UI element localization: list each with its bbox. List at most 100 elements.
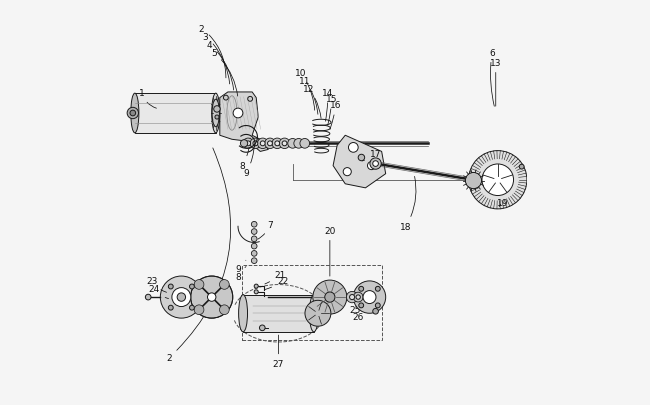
Circle shape	[272, 139, 283, 149]
Circle shape	[376, 287, 380, 292]
Circle shape	[325, 292, 335, 303]
Circle shape	[260, 142, 265, 146]
Circle shape	[246, 142, 250, 146]
Circle shape	[254, 290, 258, 294]
Circle shape	[194, 305, 204, 315]
Circle shape	[194, 280, 204, 290]
Circle shape	[300, 139, 309, 149]
Circle shape	[224, 96, 228, 101]
Circle shape	[252, 229, 257, 235]
Text: 8: 8	[239, 139, 250, 171]
Text: 1: 1	[139, 89, 157, 109]
Circle shape	[220, 305, 229, 315]
Circle shape	[190, 276, 233, 318]
Circle shape	[350, 295, 355, 300]
Circle shape	[233, 109, 243, 119]
Circle shape	[372, 309, 378, 314]
Polygon shape	[220, 93, 268, 152]
Text: 20: 20	[324, 226, 335, 277]
Circle shape	[220, 280, 229, 290]
Circle shape	[161, 276, 202, 318]
Circle shape	[343, 168, 351, 176]
Text: 8: 8	[235, 267, 246, 281]
Circle shape	[240, 141, 248, 147]
Circle shape	[469, 151, 527, 209]
Circle shape	[127, 108, 138, 119]
Ellipse shape	[131, 94, 139, 134]
Text: 18: 18	[400, 177, 416, 231]
Text: 10: 10	[295, 69, 315, 111]
Text: 16: 16	[330, 101, 342, 130]
Circle shape	[346, 292, 358, 303]
Text: 5: 5	[211, 49, 238, 97]
Circle shape	[214, 107, 220, 113]
Circle shape	[376, 303, 380, 308]
Circle shape	[519, 165, 524, 170]
Circle shape	[482, 164, 514, 196]
Text: 9: 9	[235, 261, 246, 274]
Text: 25: 25	[350, 302, 367, 314]
Circle shape	[207, 293, 216, 302]
Circle shape	[348, 143, 358, 153]
Circle shape	[215, 116, 219, 120]
Circle shape	[190, 284, 194, 289]
Circle shape	[465, 173, 482, 189]
Text: 4: 4	[207, 40, 234, 91]
Circle shape	[313, 280, 347, 314]
Circle shape	[280, 139, 290, 149]
Bar	[242, 265, 382, 341]
Circle shape	[250, 139, 261, 149]
Ellipse shape	[212, 94, 220, 134]
Circle shape	[252, 258, 257, 264]
Circle shape	[177, 293, 185, 302]
Text: 22: 22	[265, 277, 288, 290]
Circle shape	[370, 158, 382, 170]
Circle shape	[257, 139, 268, 149]
Circle shape	[354, 281, 385, 313]
Circle shape	[294, 139, 304, 149]
Text: 14: 14	[322, 89, 333, 122]
Circle shape	[359, 287, 363, 292]
Text: 6: 6	[489, 49, 495, 107]
Ellipse shape	[239, 295, 248, 332]
Ellipse shape	[309, 295, 318, 332]
FancyBboxPatch shape	[243, 295, 314, 332]
Circle shape	[356, 295, 360, 300]
Text: 7: 7	[258, 220, 273, 239]
Circle shape	[359, 303, 363, 308]
Circle shape	[253, 142, 258, 146]
Polygon shape	[333, 136, 385, 188]
Circle shape	[252, 251, 257, 257]
Text: 13: 13	[490, 59, 502, 107]
Circle shape	[168, 305, 173, 310]
Text: 2: 2	[199, 24, 226, 79]
Text: 9: 9	[243, 141, 254, 178]
Text: 26: 26	[352, 307, 369, 321]
Circle shape	[268, 142, 272, 146]
Text: 12: 12	[303, 85, 321, 119]
Text: 11: 11	[299, 77, 318, 115]
Circle shape	[363, 291, 376, 304]
Text: 15: 15	[326, 95, 337, 126]
Ellipse shape	[212, 100, 220, 128]
Circle shape	[265, 139, 275, 149]
Circle shape	[254, 284, 258, 288]
Text: 27: 27	[273, 335, 284, 369]
Circle shape	[252, 237, 257, 242]
Circle shape	[259, 325, 265, 331]
Circle shape	[146, 294, 151, 300]
Circle shape	[358, 155, 365, 161]
Circle shape	[190, 305, 194, 310]
Circle shape	[172, 288, 191, 307]
Text: 2: 2	[166, 149, 231, 362]
Text: 17: 17	[362, 149, 382, 162]
Circle shape	[372, 161, 378, 167]
Circle shape	[367, 162, 376, 170]
Circle shape	[282, 142, 287, 146]
Circle shape	[288, 139, 298, 149]
Text: 23: 23	[146, 277, 166, 292]
Circle shape	[248, 97, 253, 102]
Circle shape	[252, 244, 257, 249]
FancyBboxPatch shape	[135, 94, 216, 134]
Circle shape	[168, 284, 173, 289]
